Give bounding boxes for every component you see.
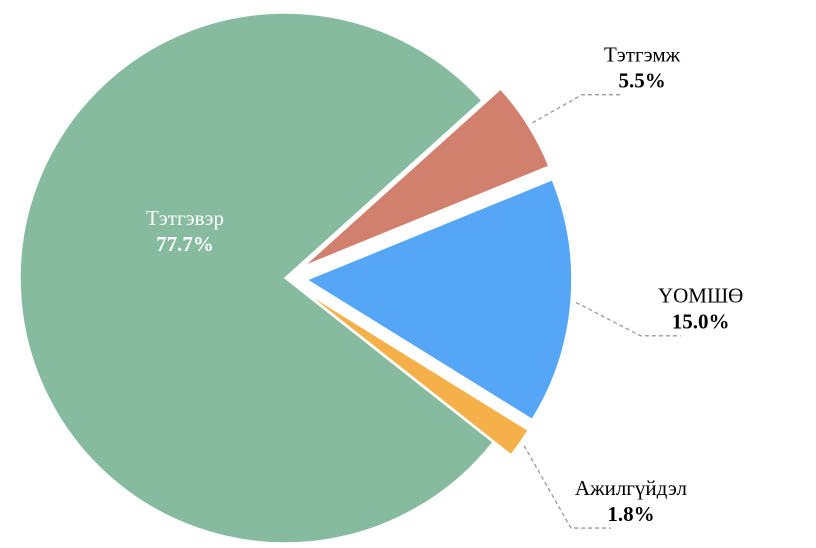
slice-value: 1.8%: [607, 502, 654, 526]
slice-value: 15.0%: [672, 310, 730, 334]
leader-line: [575, 301, 681, 337]
slice-value: 77.7%: [156, 232, 214, 256]
slice-label: Тэтгэмж: [604, 43, 681, 67]
slice-value: 5.5%: [618, 69, 665, 93]
slice-label: Ажилгүйдэл: [575, 476, 687, 500]
pie-slice: [19, 12, 495, 544]
leader-line: [532, 94, 623, 124]
pie-slice: [303, 87, 550, 268]
slice-label: Тэтгэвэр: [146, 206, 224, 230]
pie-slice: [302, 289, 530, 456]
slice-label: ҮОМШӨ: [658, 284, 743, 308]
pie-slice: [305, 178, 573, 421]
leader-line: [523, 445, 611, 529]
